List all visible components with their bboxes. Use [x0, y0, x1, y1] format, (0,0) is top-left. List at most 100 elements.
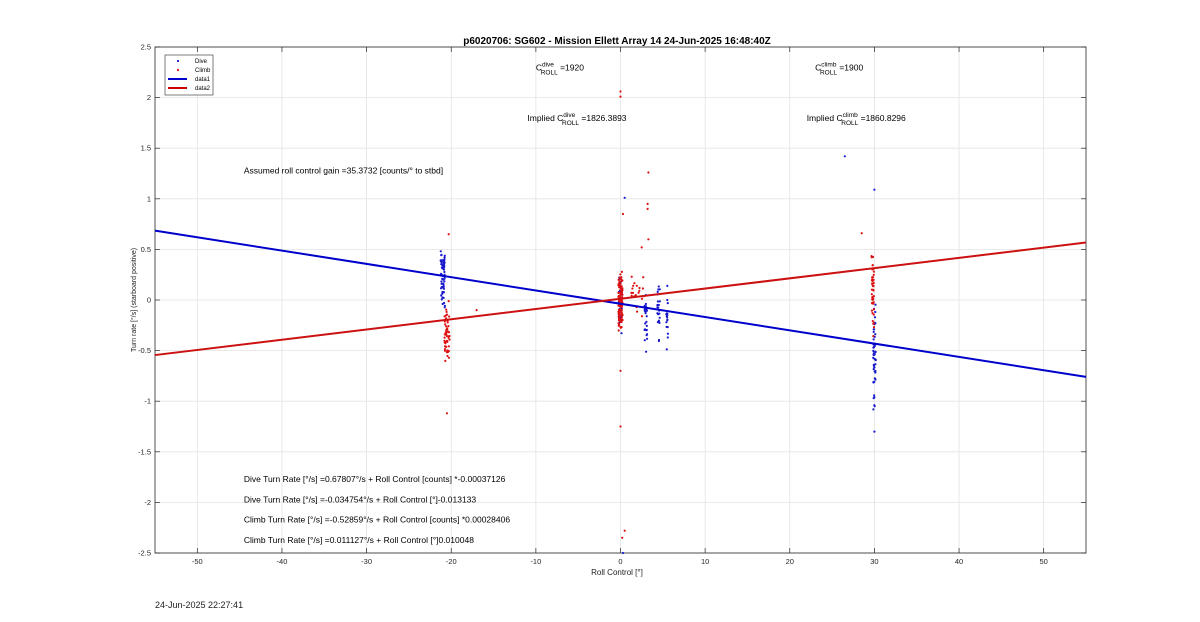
y-tick-label: 1: [147, 194, 151, 203]
climb-point: [638, 289, 641, 292]
dive-point: [665, 348, 668, 351]
climb-point: [871, 320, 874, 323]
climb-point: [446, 354, 449, 358]
climb-point: [619, 300, 622, 303]
dive-point: [666, 332, 670, 335]
dive-point: [646, 337, 649, 340]
dive-point: [872, 408, 875, 411]
dive-point: [872, 363, 875, 366]
climb-point: [446, 327, 449, 330]
climb-point: [872, 322, 875, 325]
dive-point: [440, 280, 443, 283]
y-tick-label: 2.5: [141, 43, 151, 52]
dive-point: [666, 318, 669, 321]
dive-point: [441, 292, 444, 295]
climb-point: [872, 308, 876, 311]
dive-point: [665, 315, 668, 318]
y-tick-label: 0.5: [141, 245, 151, 254]
dive-point: [620, 332, 623, 335]
equation-note: Climb Turn Rate [°/s] =-0.52859°/s + Rol…: [244, 515, 510, 525]
dive-point: [666, 298, 669, 302]
climb-point: [646, 202, 649, 205]
dive-point: [656, 321, 660, 324]
equation-note: Assumed roll control gain =35.3732 [coun…: [244, 166, 443, 176]
climb-point: [620, 278, 623, 281]
climb-point: [618, 285, 622, 288]
climb-point: [870, 293, 873, 296]
dive-point: [646, 333, 649, 336]
climb-point: [619, 326, 622, 329]
climb-point: [635, 284, 638, 287]
climb-point: [447, 350, 450, 353]
dive-point: [644, 322, 647, 325]
dive-point: [644, 302, 648, 306]
climb-point: [444, 331, 447, 334]
climb-point: [617, 324, 620, 327]
climb-point: [646, 207, 649, 210]
climb-point: [445, 329, 448, 332]
dive-point: [872, 330, 875, 333]
dive-point: [873, 380, 876, 383]
climb-point: [860, 232, 863, 235]
climb-point: [446, 321, 449, 324]
dive-point: [843, 155, 846, 158]
dive-point: [874, 310, 877, 314]
dive-point: [645, 315, 648, 318]
climb-point: [447, 336, 450, 339]
climb-point: [617, 282, 620, 285]
climb-point: [636, 310, 639, 313]
dive-point: [874, 378, 877, 381]
dive-point: [439, 250, 442, 253]
x-tick-label: 20: [786, 557, 794, 566]
climb-point: [447, 331, 451, 334]
x-tick-label: 30: [870, 557, 878, 566]
dive-point: [623, 196, 626, 199]
climb-point: [619, 282, 622, 285]
climb-point: [872, 313, 875, 316]
climb-point: [617, 278, 620, 281]
climb-point: [630, 294, 633, 297]
climb-point: [647, 171, 650, 174]
climb-point: [618, 318, 621, 321]
dive-point: [443, 254, 446, 257]
climb-point: [621, 318, 624, 322]
dive-point: [873, 328, 876, 331]
data1-fit-line: [154, 229, 1087, 378]
climb-point: [445, 351, 448, 354]
dive-point: [873, 394, 876, 397]
climb-point: [871, 312, 874, 315]
dive-point: [440, 294, 443, 297]
x-tick-label: -30: [361, 557, 372, 566]
climb-point: [446, 339, 449, 342]
climb-point: [872, 302, 875, 305]
legend-label: data2: [195, 86, 211, 92]
climb-point: [618, 276, 621, 279]
climb-point: [872, 295, 875, 298]
fit-lines: [154, 229, 1087, 378]
climb-point: [618, 316, 621, 319]
dive-point: [621, 551, 625, 555]
x-tick-label: -40: [277, 557, 288, 566]
dive-point: [873, 188, 876, 191]
climb-point: [630, 275, 633, 278]
climb-point: [444, 342, 447, 345]
y-tick-label: 0: [147, 296, 151, 305]
climb-point: [448, 315, 451, 318]
dive-point: [645, 324, 648, 327]
climb-point: [444, 359, 447, 362]
dive-point: [442, 283, 445, 286]
dive-point: [658, 300, 661, 303]
dive-point: [442, 268, 446, 271]
climb-point: [872, 288, 875, 291]
climb-point: [445, 412, 449, 415]
climb-point: [619, 292, 623, 295]
climb-point: [619, 369, 622, 372]
climb-point: [618, 310, 622, 313]
annotations: Cdive ROLL =1920 Cclimb ROLL =1900 Implied C…: [244, 61, 906, 545]
dive-point: [666, 284, 669, 287]
climb-point: [621, 212, 625, 216]
legend-label: data1: [195, 77, 211, 83]
dive-point: [873, 404, 876, 407]
climb-point: [619, 95, 622, 98]
climb-point: [634, 294, 637, 297]
